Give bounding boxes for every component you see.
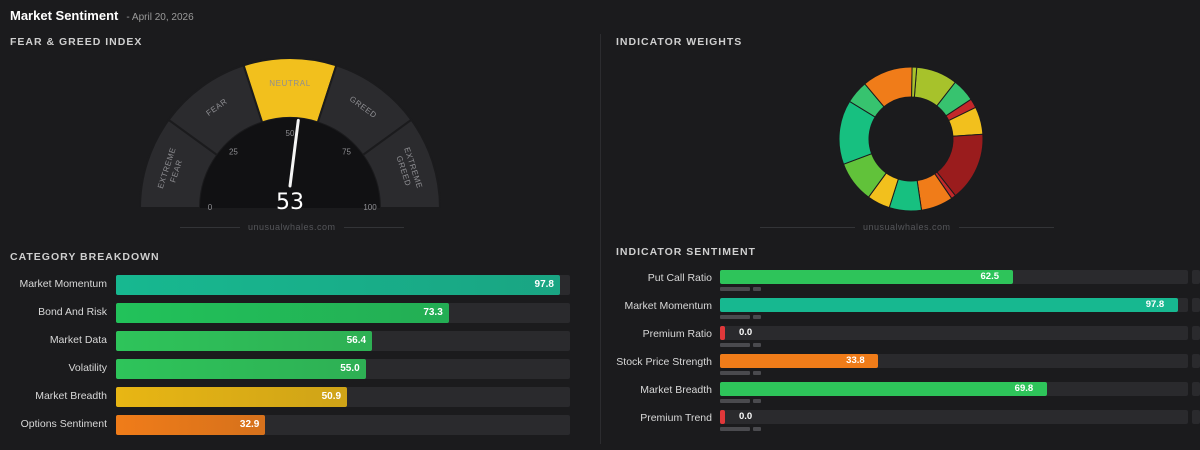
category-bar-fill: 32.9	[116, 415, 266, 435]
category-bar-track: 50.9	[116, 387, 570, 407]
gauge-tick-label: 25	[229, 147, 238, 156]
gauge-needle	[288, 118, 300, 188]
sentiment-bar-track: 0.0	[720, 410, 1188, 424]
gauge-tick-label: 75	[342, 147, 351, 156]
page-title: Market Sentiment	[10, 8, 119, 23]
sentiment-bar-track: 62.5	[720, 270, 1188, 284]
sentiment-label: Premium Trend	[640, 412, 712, 424]
sentiment-value: 69.8	[1014, 383, 1034, 394]
sentiment-bar-fill	[720, 326, 725, 340]
sentiment-row: Premium Trend 0.0	[600, 410, 1200, 434]
sentiment-history-bars	[720, 287, 761, 291]
sentiment-history-bars	[720, 371, 761, 375]
category-bar-track: 73.3	[116, 303, 570, 323]
category-row: Market Breadth 50.9	[0, 387, 572, 407]
category-bar-fill: 73.3	[116, 303, 449, 323]
category-label: Options Sentiment	[20, 418, 107, 430]
category-label: Volatility	[68, 362, 107, 374]
sentiment-value: 62.5	[980, 271, 1000, 282]
category-label: Market Breadth	[35, 390, 107, 402]
sentiment-row: Stock Price Strength 33.8	[600, 354, 1200, 378]
category-label: Market Data	[49, 334, 107, 346]
category-bar-track: 97.8	[116, 275, 570, 295]
row-overflow-stub	[1192, 326, 1200, 340]
sentiment-value: 33.8	[846, 355, 865, 366]
sentiment-row: Market Breadth 69.8	[600, 382, 1200, 406]
page-header: Market Sentiment - April 20, 2026	[10, 8, 194, 23]
panel-divider	[600, 34, 601, 444]
sentiment-bar-track: 69.8	[720, 382, 1188, 396]
sentiment-bar-fill	[720, 382, 1047, 396]
fear-greed-gauge: EXTREMEFEARFEARNEUTRALGREEDEXTREMEGREED …	[130, 58, 450, 218]
indicator-sentiment-title: INDICATOR SENTIMENT	[616, 246, 756, 258]
sentiment-bar-track: 33.8	[720, 354, 1188, 368]
sentiment-history-bars	[720, 399, 761, 403]
category-bar-track: 55.0	[116, 359, 570, 379]
category-value: 97.8	[534, 279, 554, 290]
category-label: Market Momentum	[19, 278, 107, 290]
category-value: 56.4	[346, 335, 367, 346]
row-overflow-stub	[1192, 298, 1200, 312]
category-bar-fill: 55.0	[116, 359, 366, 379]
indicator-weights-title: INDICATOR WEIGHTS	[616, 36, 743, 48]
category-row: Market Data 56.4	[0, 331, 572, 351]
sentiment-row: Put Call Ratio 62.5	[600, 270, 1200, 294]
row-overflow-stub	[1192, 382, 1200, 396]
gauge-tick-label: 100	[363, 203, 377, 212]
sentiment-history-bars	[720, 427, 761, 431]
category-row: Options Sentiment 32.9	[0, 415, 572, 435]
category-bar-track: 32.9	[116, 415, 570, 435]
gauge-tick-label: 50	[286, 129, 295, 138]
gauge-dial	[200, 118, 380, 218]
sentiment-bar-fill	[720, 270, 1013, 284]
sentiment-bar-fill	[720, 298, 1178, 312]
row-overflow-stub	[1192, 354, 1200, 368]
sentiment-value: 97.8	[1145, 299, 1165, 310]
sentiment-bar-fill	[720, 354, 879, 368]
sentiment-label: Put Call Ratio	[647, 272, 712, 284]
category-bar-fill: 56.4	[116, 331, 373, 351]
category-row: Market Momentum 97.8	[0, 275, 572, 295]
sentiment-label: Stock Price Strength	[616, 356, 712, 368]
gauge-segment-label: NEUTRAL	[269, 79, 311, 88]
fear-greed-title: FEAR & GREED INDEX	[10, 36, 143, 48]
sentiment-row: Market Momentum 97.8	[600, 298, 1200, 322]
sentiment-bar-track: 0.0	[720, 326, 1188, 340]
category-value: 55.0	[340, 363, 360, 374]
indicator-weights-donut	[838, 66, 984, 212]
page-date: - April 20, 2026	[126, 12, 194, 23]
sentiment-row: Premium Ratio 0.0	[600, 326, 1200, 350]
sentiment-label: Market Momentum	[624, 300, 712, 312]
row-overflow-stub	[1192, 410, 1200, 424]
fear-greed-watermark: unusualwhales.com	[180, 222, 404, 232]
category-row: Bond And Risk 73.3	[0, 303, 572, 323]
sentiment-bar-track: 97.8	[720, 298, 1188, 312]
category-value: 73.3	[423, 307, 443, 318]
row-overflow-stub	[1192, 270, 1200, 284]
category-bar-fill: 97.8	[116, 275, 560, 295]
sentiment-history-bars	[720, 343, 761, 347]
sentiment-value: 0.0	[739, 327, 753, 338]
gauge-tick-label: 0	[208, 203, 213, 212]
sentiment-value: 0.0	[739, 411, 753, 422]
category-value: 50.9	[321, 391, 342, 402]
sentiment-history-bars	[720, 315, 761, 319]
gauge-value: 53	[276, 190, 304, 215]
category-label: Bond And Risk	[38, 306, 107, 318]
sentiment-label: Premium Ratio	[642, 328, 712, 340]
sentiment-label: Market Breadth	[640, 384, 712, 396]
sentiment-bar-fill	[720, 410, 725, 424]
category-bar-fill: 50.9	[116, 387, 348, 407]
category-value: 32.9	[239, 419, 260, 430]
category-bar-track: 56.4	[116, 331, 570, 351]
weights-watermark: unusualwhales.com	[760, 222, 1054, 232]
category-row: Volatility 55.0	[0, 359, 572, 379]
donut-slice[interactable]	[911, 66, 918, 98]
category-breakdown-title: CATEGORY BREAKDOWN	[10, 251, 160, 263]
